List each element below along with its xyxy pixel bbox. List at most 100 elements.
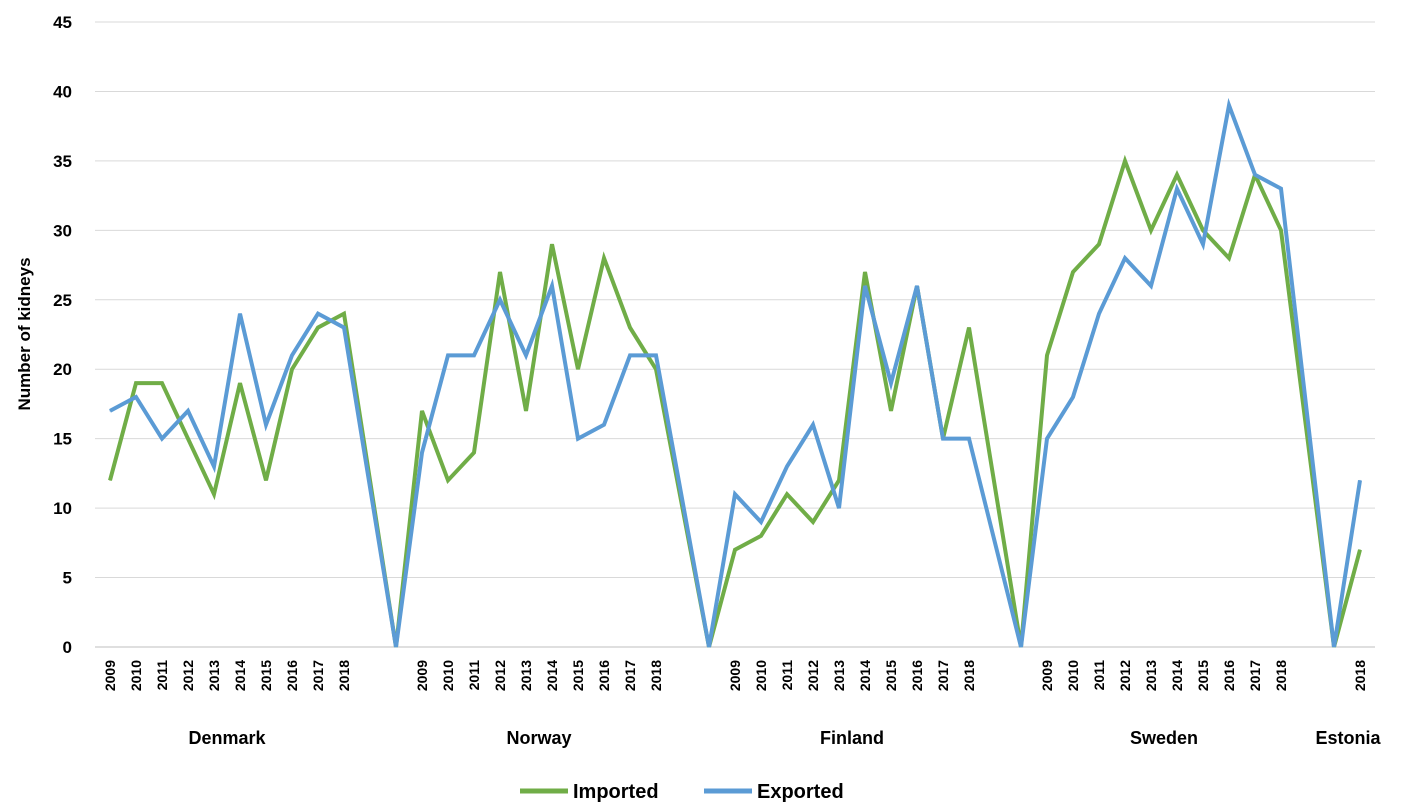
x-tick-label: 2014 [857, 660, 873, 691]
data-point-imported [1046, 354, 1048, 356]
x-tick-label: 2016 [909, 660, 925, 691]
data-point-exported [187, 410, 189, 412]
data-point-imported [1072, 271, 1074, 273]
data-point-exported [317, 313, 319, 315]
group-label-estonia: Estonia [1315, 728, 1381, 748]
x-tick-label: 2011 [1091, 660, 1107, 691]
data-point-exported [916, 285, 918, 287]
data-point-imported [734, 549, 736, 551]
data-point-imported [135, 382, 137, 384]
data-point-exported [525, 354, 527, 356]
data-point-imported [499, 271, 501, 273]
x-tick-label: 2014 [1169, 660, 1185, 691]
data-point-exported [760, 521, 762, 523]
data-point-imported [786, 493, 788, 495]
data-point-imported [551, 243, 553, 245]
y-tick-label: 5 [63, 569, 72, 588]
data-point-imported [291, 368, 293, 370]
data-point-exported [1254, 174, 1256, 176]
x-tick-label: 2018 [336, 660, 352, 691]
x-tick-label: 2017 [1247, 660, 1263, 691]
data-point-exported [1228, 104, 1230, 106]
group-label-denmark: Denmark [188, 728, 266, 748]
legend: Imported Exported [520, 781, 844, 803]
data-point-exported [1072, 396, 1074, 398]
data-point-imported [239, 382, 241, 384]
x-tick-label: 2009 [727, 660, 743, 691]
y-tick-label: 40 [53, 82, 72, 101]
data-point-exported [239, 313, 241, 315]
x-tick-label: 2010 [753, 660, 769, 691]
x-tick-label: 2010 [440, 660, 456, 691]
data-point-imported [161, 382, 163, 384]
data-point-imported [317, 327, 319, 329]
data-point-imported [1124, 160, 1126, 162]
y-tick-label: 35 [53, 152, 72, 171]
y-tick-label: 30 [53, 221, 72, 240]
y-tick-label: 0 [63, 638, 72, 657]
x-tick-label: 2013 [1143, 660, 1159, 691]
data-point-exported [135, 396, 137, 398]
data-point-imported [890, 410, 892, 412]
data-point-exported [473, 354, 475, 356]
data-point-imported [213, 493, 215, 495]
x-tick-label: 2015 [1195, 660, 1211, 691]
data-point-imported [187, 438, 189, 440]
group-label-sweden: Sweden [1130, 728, 1198, 748]
x-tick-label: 2011 [154, 660, 170, 691]
data-point-exported [942, 438, 944, 440]
y-axis-title: Number of kidneys [15, 257, 34, 410]
data-point-exported [1046, 438, 1048, 440]
x-tick-label: 2013 [831, 660, 847, 691]
y-tick-label: 45 [53, 13, 72, 32]
y-tick-label: 25 [53, 291, 72, 310]
data-point-exported [265, 424, 267, 426]
data-point-imported [265, 479, 267, 481]
data-point-exported [1176, 188, 1178, 190]
series-line-imported [108, 154, 1362, 648]
data-point-exported [343, 327, 345, 329]
data-point-exported [1098, 313, 1100, 315]
data-point-exported [812, 424, 814, 426]
x-tick-label: 2016 [284, 660, 300, 691]
data-point-imported [421, 410, 423, 412]
data-point-imported [1280, 229, 1282, 231]
x-tick-label: 2018 [1273, 660, 1289, 691]
x-tick-label: 2015 [258, 660, 274, 691]
y-axis-ticks: 0 5 10 15 20 25 30 35 40 45 [53, 13, 72, 657]
x-tick-label: 2011 [779, 660, 795, 691]
x-axis-groups: Denmark Norway Finland Sweden Estonia [188, 728, 1381, 748]
data-point-exported [655, 354, 657, 356]
group-label-finland: Finland [820, 728, 884, 748]
data-point-imported [577, 368, 579, 370]
data-point-imported [1098, 243, 1100, 245]
x-tick-label: 2012 [805, 660, 821, 691]
data-point-imported [1176, 174, 1178, 176]
data-point-imported [1228, 257, 1230, 259]
data-point-exported [864, 285, 866, 287]
data-point-imported [109, 479, 111, 481]
data-point-exported [577, 438, 579, 440]
x-tick-label: 2018 [961, 660, 977, 691]
data-point-exported [499, 299, 501, 301]
data-point-exported [421, 452, 423, 454]
x-tick-label: 2009 [102, 660, 118, 691]
data-point-exported [890, 382, 892, 384]
gridlines [95, 21, 1375, 648]
data-point-imported [1202, 229, 1204, 231]
legend-exported-label: Exported [757, 781, 844, 803]
data-point-imported [525, 410, 527, 412]
data-point-imported [629, 327, 631, 329]
data-point-exported [968, 438, 970, 440]
data-point-imported [1359, 549, 1361, 551]
y-tick-label: 15 [53, 430, 72, 449]
data-point-imported [1150, 229, 1152, 231]
x-tick-label: 2014 [544, 660, 560, 691]
data-point-exported [447, 354, 449, 356]
x-tick-label: 2017 [622, 660, 638, 691]
data-point-exported [629, 354, 631, 356]
group-label-norway: Norway [506, 728, 571, 748]
x-tick-label: 2009 [414, 660, 430, 691]
data-point-imported [812, 521, 814, 523]
